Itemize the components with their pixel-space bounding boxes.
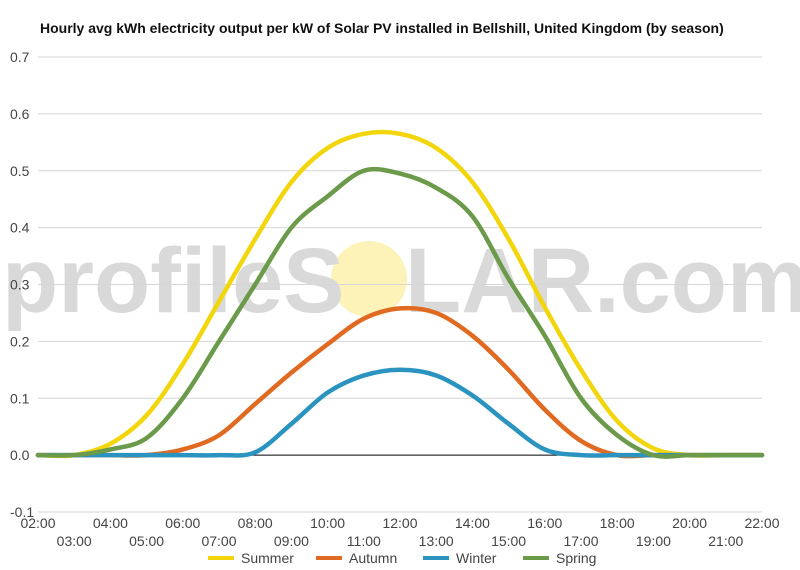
y-tick-label: 0.3: [10, 277, 30, 293]
x-tick-label: 03:00: [57, 533, 92, 549]
x-tick-label: 14:00: [455, 515, 490, 531]
x-axis-ticks: 02:00 04:00 06:00 08:00 10:00 12:00 14:00 16:00…: [20, 515, 779, 549]
legend-label-summer: Summer: [241, 550, 294, 566]
y-tick-label: 0.1: [10, 390, 30, 406]
y-tick-label: -0.1: [10, 504, 34, 520]
x-tick-label: 12:00: [382, 515, 417, 531]
y-tick-label: 0.5: [10, 163, 30, 179]
x-tick-label: 22:00: [744, 515, 779, 531]
x-tick-label: 16:00: [527, 515, 562, 531]
x-tick-label: 05:00: [129, 533, 164, 549]
legend-label-winter: Winter: [456, 550, 497, 566]
x-tick-label: 07:00: [201, 533, 236, 549]
x-tick-label: 20:00: [672, 515, 707, 531]
x-tick-label: 11:00: [347, 533, 381, 549]
x-tick-label: 19:00: [636, 533, 671, 549]
x-tick-label: 06:00: [165, 515, 200, 531]
legend: Summer Autumn Winter Spring: [208, 550, 596, 566]
y-tick-label: 0.2: [10, 333, 30, 349]
x-tick-label: 18:00: [600, 515, 635, 531]
series-line-summer: [35, 129, 765, 459]
x-tick-label: 10:00: [310, 515, 345, 531]
series-lines: [35, 129, 765, 459]
watermark: profileS LAR.com: [2, 230, 800, 332]
series-line-winter: [35, 367, 765, 458]
legend-label-spring: Spring: [556, 550, 596, 566]
x-tick-label: 15:00: [491, 533, 526, 549]
x-tick-label: 04:00: [93, 515, 128, 531]
y-axis-ticks: -0.1 0.0 0.1 0.2 0.3 0.4 0.5 0.6 0.7: [10, 49, 34, 520]
x-tick-label: 17:00: [563, 533, 598, 549]
watermark-sun-icon: [331, 241, 407, 317]
x-tick-label: 08:00: [238, 515, 273, 531]
grid: [38, 56, 762, 513]
x-tick-label: 02:00: [20, 515, 55, 531]
y-tick-label: 0.7: [10, 49, 30, 65]
chart-title: Hourly avg kWh electricity output per kW…: [40, 20, 724, 36]
y-tick-label: 0.4: [10, 220, 30, 236]
series-line-spring: [35, 166, 765, 459]
x-tick-label: 13:00: [419, 533, 454, 549]
x-tick-label: 09:00: [274, 533, 309, 549]
watermark-text-right: LAR.com: [405, 230, 800, 332]
legend-label-autumn: Autumn: [349, 550, 397, 566]
y-tick-label: 0.0: [10, 447, 30, 463]
y-tick-label: 0.6: [10, 106, 30, 122]
watermark-text-left: profileS: [2, 230, 344, 332]
x-tick-label: 21:00: [708, 533, 743, 549]
